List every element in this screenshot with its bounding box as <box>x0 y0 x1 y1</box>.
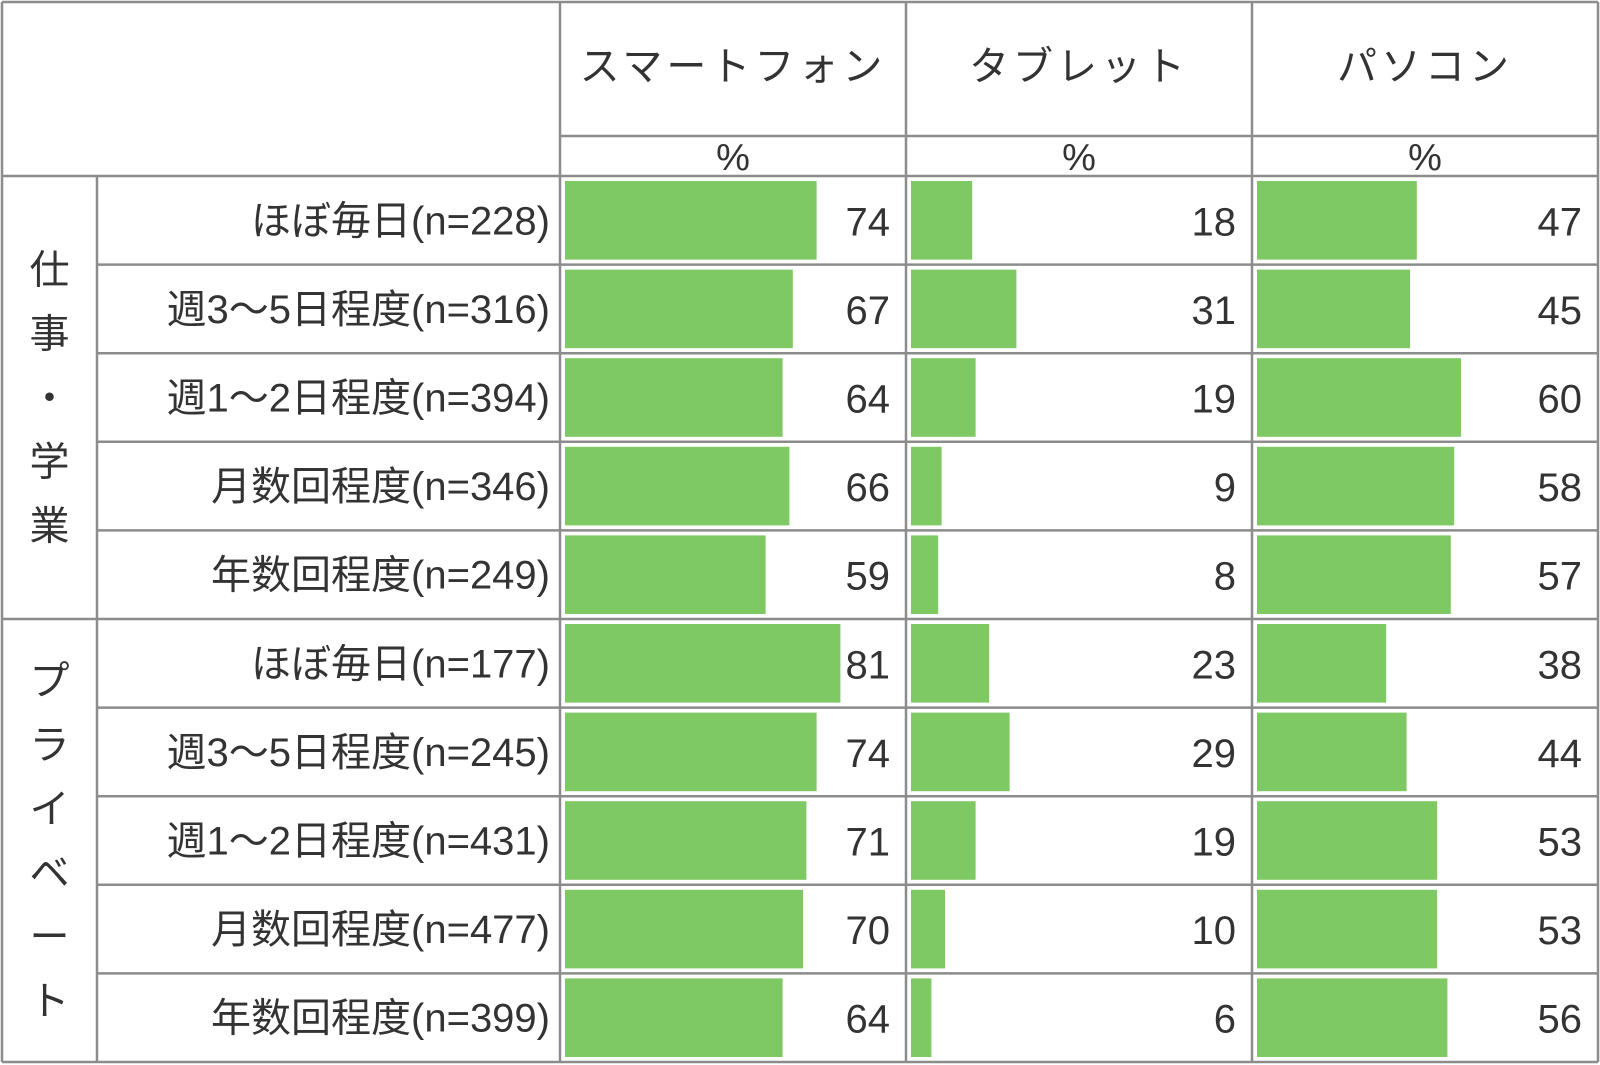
bar <box>911 801 976 880</box>
row-label: 週1～2日程度(n=394) <box>167 377 550 421</box>
data-label: 38 <box>1538 643 1583 687</box>
bar <box>911 181 973 260</box>
data-label: 23 <box>1192 643 1237 687</box>
bar <box>565 889 803 969</box>
data-label: 57 <box>1538 555 1583 599</box>
bar <box>1257 181 1417 260</box>
bar <box>565 535 766 614</box>
bar <box>911 269 1017 349</box>
bar <box>911 624 990 703</box>
column-unit: % <box>1408 137 1442 179</box>
data-label: 64 <box>846 998 891 1042</box>
bar <box>565 801 807 880</box>
data-label: 53 <box>1538 909 1583 953</box>
column-header: タブレット <box>969 45 1189 89</box>
data-label: 29 <box>1192 732 1237 776</box>
row-label: 週3～5日程度(n=245) <box>167 731 550 775</box>
bar <box>565 269 793 349</box>
data-label: 59 <box>846 555 891 599</box>
data-label: 70 <box>846 909 891 953</box>
bar <box>1257 358 1461 437</box>
data-label: 9 <box>1214 466 1236 510</box>
row-label: 月数回程度(n=346) <box>211 465 550 509</box>
bar <box>1257 712 1407 792</box>
bar <box>565 358 783 437</box>
data-label: 10 <box>1192 909 1237 953</box>
data-label: 81 <box>846 643 891 687</box>
data-label: 67 <box>846 289 891 333</box>
bar <box>565 712 817 792</box>
bar <box>911 712 1010 792</box>
bar <box>565 446 790 526</box>
data-label: 58 <box>1538 466 1583 510</box>
column-header: スマートフォン <box>580 45 887 89</box>
bar <box>1257 535 1451 614</box>
data-label: 6 <box>1214 998 1236 1042</box>
data-label: 8 <box>1214 555 1236 599</box>
bar <box>1257 889 1438 969</box>
data-label: 60 <box>1538 378 1583 422</box>
data-label: 74 <box>846 200 891 244</box>
bar <box>911 889 945 969</box>
data-label: 56 <box>1538 998 1583 1042</box>
column-unit: % <box>1062 137 1096 179</box>
bar <box>1257 801 1438 880</box>
data-label: 74 <box>846 732 891 776</box>
group-label: 仕事・学業 <box>30 249 70 549</box>
column-header: パソコン <box>1337 45 1513 89</box>
row-label: 週1～2日程度(n=431) <box>167 820 550 864</box>
data-label: 47 <box>1538 200 1583 244</box>
data-label: 19 <box>1192 821 1237 865</box>
row-label: 年数回程度(n=249) <box>211 554 550 598</box>
bar <box>1257 269 1410 349</box>
data-label: 44 <box>1538 732 1583 776</box>
row-label: ほぼ毎日(n=228) <box>251 199 550 243</box>
row-label: 週3～5日程度(n=316) <box>167 288 550 332</box>
row-label: ほぼ毎日(n=177) <box>251 642 550 686</box>
data-label: 66 <box>846 466 891 510</box>
bar <box>911 535 939 614</box>
data-label: 18 <box>1192 200 1237 244</box>
row-label: 年数回程度(n=399) <box>211 997 550 1041</box>
data-label: 19 <box>1192 378 1237 422</box>
bar <box>1257 978 1448 1057</box>
bar <box>1257 446 1455 526</box>
data-label: 53 <box>1538 821 1583 865</box>
data-label: 31 <box>1192 289 1237 333</box>
bar <box>1257 624 1387 703</box>
row-label: 月数回程度(n=477) <box>211 908 550 952</box>
bar <box>911 446 942 526</box>
data-label: 71 <box>846 821 891 865</box>
data-label: 45 <box>1538 289 1583 333</box>
bar <box>911 978 932 1057</box>
bar <box>565 181 817 260</box>
bar <box>565 978 783 1057</box>
bar <box>565 624 841 703</box>
column-unit: % <box>716 137 750 179</box>
bar <box>911 358 976 437</box>
group-label: プライベート <box>30 660 70 1024</box>
data-label: 64 <box>846 378 891 422</box>
